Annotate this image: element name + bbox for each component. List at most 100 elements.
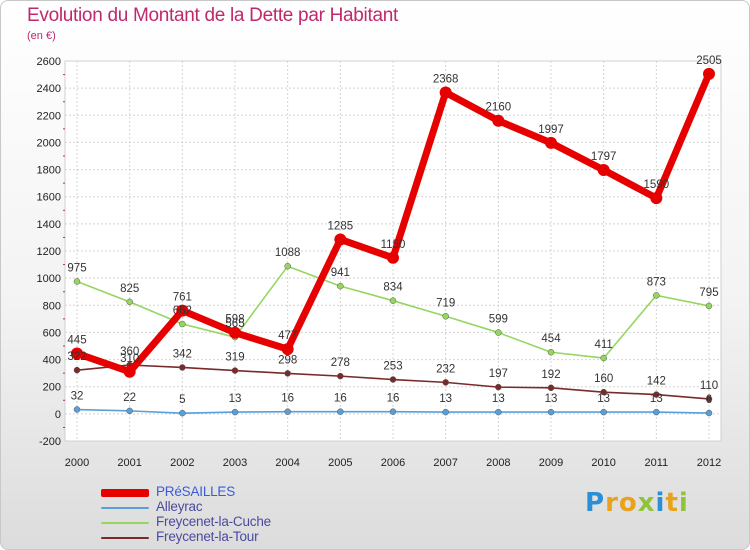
data-label: 6 (706, 394, 712, 406)
data-label: 1088 (275, 247, 301, 259)
data-label: 298 (278, 354, 297, 366)
data-point (545, 136, 557, 149)
data-label: 1285 (328, 220, 354, 232)
data-point (547, 348, 555, 356)
y-tick-label: 1200 (37, 246, 61, 258)
data-label: 13 (545, 393, 558, 405)
logo-letter: P (585, 488, 606, 518)
x-tick-label: 2010 (591, 457, 615, 469)
data-label: 16 (281, 393, 294, 405)
data-point (703, 67, 715, 80)
x-tick-label: 2005 (328, 457, 352, 469)
data-point (653, 391, 660, 398)
y-tick-label: 1600 (37, 192, 61, 204)
y-tick-label: -200 (39, 436, 61, 448)
data-label: 599 (489, 314, 508, 326)
data-point (284, 262, 291, 270)
data-label: 110 (700, 380, 718, 392)
data-point (73, 278, 81, 285)
data-label: 192 (541, 369, 560, 381)
legend-swatch (101, 489, 149, 497)
data-point (492, 114, 505, 127)
y-tick-label: 1000 (37, 273, 61, 285)
data-label: 1997 (538, 124, 564, 136)
chart-title: Evolution du Montant de la Dette par Hab… (27, 5, 398, 26)
data-point (653, 408, 660, 416)
data-point (389, 376, 397, 383)
data-label: 1797 (591, 151, 617, 163)
y-tick-label: 2600 (37, 56, 61, 68)
data-label: 2160 (486, 102, 512, 114)
y-tick-label: 800 (43, 300, 61, 312)
data-point (653, 292, 660, 299)
data-point (73, 366, 81, 374)
data-point (334, 233, 347, 246)
data-point (337, 372, 344, 380)
data-label: 598 (225, 314, 244, 326)
data-point (495, 408, 502, 416)
data-point (439, 86, 452, 99)
data-label: 825 (120, 283, 139, 295)
data-label: 2368 (433, 73, 459, 85)
data-label: 232 (436, 363, 455, 375)
y-tick-label: 1800 (37, 165, 61, 177)
logo-letter: i (655, 488, 666, 518)
y-tick-label: 600 (43, 327, 61, 339)
data-label: 13 (439, 393, 452, 405)
logo-letter: r (605, 488, 619, 518)
data-point (231, 408, 239, 416)
data-label: 941 (331, 267, 350, 279)
data-label: 5 (179, 394, 185, 406)
data-point (705, 395, 713, 403)
data-point (73, 406, 81, 413)
x-tick-label: 2003 (223, 457, 247, 469)
x-tick-label: 2001 (117, 457, 141, 469)
data-label: 322 (67, 351, 86, 363)
data-point (600, 354, 607, 362)
x-tick-label: 2008 (486, 457, 510, 469)
data-label: 310 (120, 353, 139, 365)
data-label: 662 (173, 305, 192, 317)
data-label: 454 (541, 333, 561, 345)
data-label: 160 (594, 373, 613, 385)
x-tick-label: 2000 (65, 457, 89, 469)
data-point (650, 192, 663, 205)
data-label: 16 (387, 393, 400, 405)
data-label: 873 (647, 276, 666, 288)
data-point (389, 408, 397, 415)
data-label: 360 (120, 346, 139, 358)
data-label: 16 (334, 393, 347, 405)
proxiti-logo: Proxiti (585, 488, 689, 518)
data-point (387, 251, 399, 264)
y-tick-label: 200 (43, 382, 61, 394)
legend-swatch (101, 507, 149, 509)
y-tick-label: 400 (43, 355, 61, 367)
y-tick-label: 1400 (37, 219, 61, 231)
data-point (705, 302, 713, 310)
legend-label: Alleyrac (156, 499, 203, 514)
data-point (284, 370, 291, 377)
data-label: 253 (383, 361, 402, 373)
logo-letter: i (678, 488, 689, 518)
data-label: 278 (331, 357, 350, 369)
x-tick-label: 2011 (645, 457, 669, 469)
data-label: 13 (650, 393, 663, 405)
data-label: 32 (71, 391, 84, 403)
logo-letter: x (637, 488, 656, 518)
legend-swatch (101, 522, 149, 524)
data-point (284, 408, 291, 415)
data-label: 1150 (381, 239, 406, 251)
legend-label: PRéSAILLES (156, 484, 236, 499)
data-label: 411 (594, 339, 612, 351)
data-label: 13 (229, 393, 242, 405)
data-label: 13 (597, 393, 610, 405)
y-tick-label: 2000 (37, 137, 61, 149)
data-point (597, 163, 610, 176)
data-point (495, 329, 502, 336)
data-label: 761 (173, 292, 192, 304)
logo-letter: o (618, 488, 638, 518)
data-label: 22 (123, 392, 136, 404)
data-label: 719 (436, 297, 455, 309)
